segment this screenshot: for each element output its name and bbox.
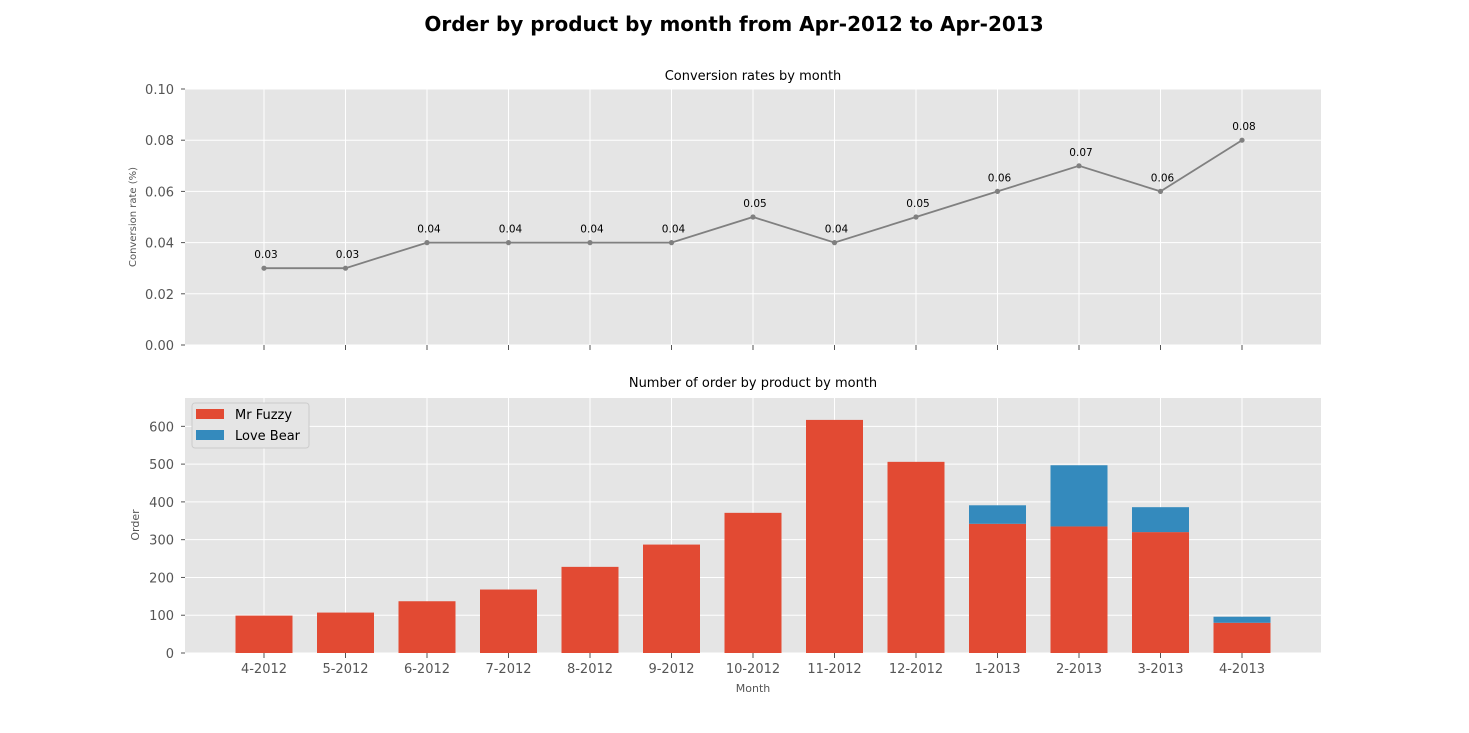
bar-mr-fuzzy [887,461,945,653]
bar-x-axis-label: Month [736,682,771,695]
order-bars [235,419,1271,653]
line-y-tick-label: 0.10 [145,83,174,98]
bar-x-tick-label: 6-2012 [404,662,450,677]
line-y-axis-label: Conversion rate (%) [128,167,139,267]
conversion-rate-value-label: 0.04 [499,224,523,236]
bar-love-bear [1132,507,1189,533]
conversion-rate-point [668,240,675,246]
conversion-rate-value-label: 0.05 [906,198,929,210]
conversion-rate-panel: 0.000.020.040.060.080.10 0.03 0.030.04 0.0… [128,69,1321,354]
bar-y-tick-label: 300 [149,534,174,549]
bar-y-axis-label: Order [129,509,142,541]
bar-x-tick-label: 4-2012 [241,662,287,677]
bar-x-tick-label: 4-2013 [1219,662,1265,677]
bar-mr-fuzzy [1050,526,1108,653]
conversion-rate-point [994,188,1001,194]
bar-x-tick-label: 7-2012 [485,662,531,677]
bar-y-tick-label: 0 [166,647,174,662]
conversion-rate-point [261,265,267,271]
bar-chart-title: Number of order by product by month [629,376,877,391]
bar-y-tick-label: 600 [149,420,174,435]
bar-mr-fuzzy [480,589,537,653]
legend: Mr Fuzzy Love Bear [191,402,310,449]
line-y-ticks: 0.00 0.02 0.04 0.06 0.08 0.10 [145,83,185,354]
line-chart-title: Conversion rates by month [665,69,842,84]
conversion-rate-point [831,240,838,246]
legend-swatch-mr-fuzzy [196,409,224,419]
bar-mr-fuzzy [1132,532,1189,653]
bar-x-tick-label: 11-2012 [807,662,861,677]
conversion-rate-value-label: 0.03 [254,249,277,261]
orders-panel: 0 100 200 300 400 500 600 4-2012 5-2012 6-2012 7-… [129,376,1321,695]
conversion-rate-value-label: 0.07 [1069,147,1092,159]
line-y-tick-label: 0.04 [145,237,174,252]
conversion-rate-point [505,240,512,246]
bar-x-tick-label: 12-2012 [889,662,943,677]
bar-x-tick-label: 8-2012 [567,662,613,677]
conversion-rate-point [1157,188,1164,194]
line-y-tick-label: 0.06 [145,185,174,200]
bar-x-tick-label: 3-2013 [1137,662,1183,677]
bar-y-ticks: 0 100 200 300 400 500 600 [149,420,185,662]
conversion-rate-value-label: 0.06 [1151,172,1175,184]
bar-mr-fuzzy [235,615,293,653]
conversion-rate-value-label: 0.04 [417,224,441,236]
bar-love-bear [1050,465,1108,527]
bar-mr-fuzzy [1213,622,1271,653]
conversion-rate-value-label: 0.06 [988,172,1012,184]
legend-swatch-love-bear [196,430,224,440]
bar-x-ticks: 4-2012 5-2012 6-2012 7-2012 8-2012 9-2012 10-2… [241,653,1265,677]
bar-x-tick-label: 10-2012 [726,662,780,677]
bar-mr-fuzzy [724,512,782,653]
legend-label-love-bear: Love Bear [235,429,301,444]
bar-mr-fuzzy [398,601,456,653]
conversion-rate-point [424,240,430,246]
conversion-rate-point [342,265,349,271]
line-y-tick-label: 0.00 [145,339,174,354]
conversion-rate-value-label: 0.05 [743,198,766,210]
bar-y-tick-label: 200 [149,571,174,586]
bar-x-tick-label: 5-2012 [322,662,368,677]
bar-mr-fuzzy [317,612,374,653]
bar-y-tick-label: 400 [149,496,174,511]
line-y-tick-label: 0.02 [145,288,174,303]
conversion-rate-point [913,214,919,220]
conversion-rate-point [1076,163,1082,169]
conversion-rate-value-label: 0.08 [1232,121,1255,133]
bar-x-tick-label: 9-2012 [648,662,694,677]
conversion-rate-labels: 0.03 0.03 0.04 0.04 0.04 0.04 0.05 0.04 0.05 0.06… [254,121,1255,261]
bar-mr-fuzzy [969,523,1026,653]
conversion-rate-point [1239,137,1245,143]
conversion-rate-series [261,137,1245,271]
legend-label-mr-fuzzy: Mr Fuzzy [235,408,292,423]
line-y-tick-label: 0.08 [145,134,174,149]
line-x-ticks [263,345,1243,350]
conversion-rate-value-label: 0.03 [336,249,359,261]
conversion-rate-point [750,214,756,220]
bar-x-tick-label: 2-2013 [1056,662,1102,677]
bar-mr-fuzzy [561,566,619,653]
conversion-rate-point [587,240,593,246]
bar-y-tick-label: 100 [149,609,174,624]
bar-mr-fuzzy [643,544,700,653]
bar-x-tick-label: 1-2013 [974,662,1020,677]
conversion-rate-value-label: 0.04 [580,224,604,236]
figure-title: Order by product by month from Apr-2012 … [424,12,1043,36]
bar-y-tick-label: 500 [149,458,174,473]
conversion-rate-value-label: 0.04 [825,224,849,236]
bar-love-bear [1213,616,1271,623]
bar-mr-fuzzy [806,419,863,653]
bar-love-bear [969,505,1026,524]
conversion-rate-value-label: 0.04 [662,224,686,236]
